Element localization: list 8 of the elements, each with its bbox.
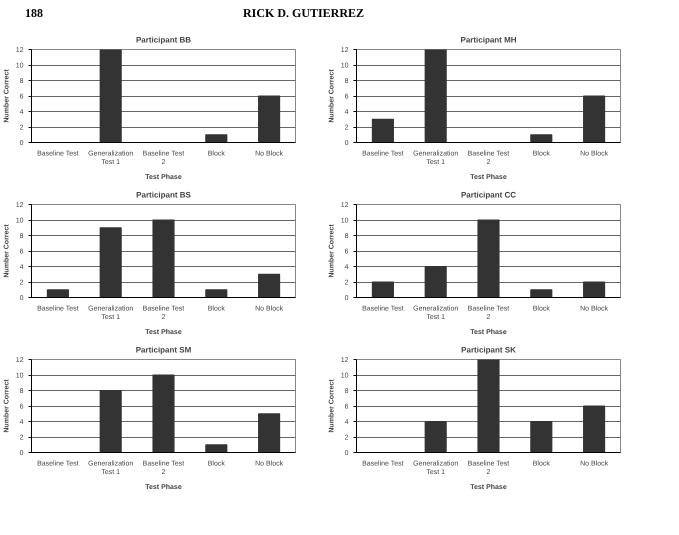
chart-title: Participant SK <box>461 346 516 354</box>
chart-title: Participant BS <box>136 190 192 200</box>
text: 188 <box>25 6 43 20</box>
chart-title: Participant MH <box>460 36 517 44</box>
chart-title: Participant BB <box>136 36 192 44</box>
chart-title: Participant SM <box>136 346 192 354</box>
text: RICK D. GUTIERREZ <box>243 6 364 20</box>
chart-title: Participant CC <box>460 190 516 200</box>
